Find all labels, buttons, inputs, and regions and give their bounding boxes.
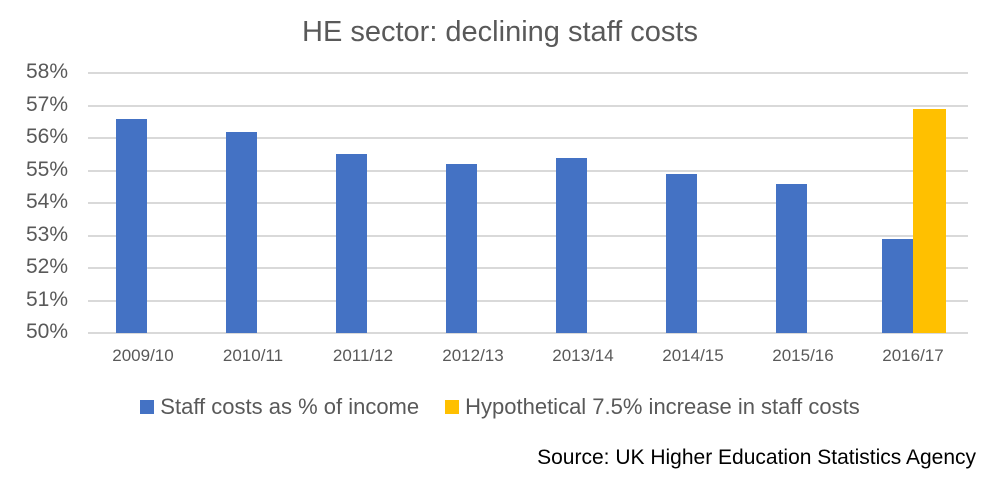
bar-staff-costs bbox=[665, 173, 697, 333]
source-note: Source: UK Higher Education Statistics A… bbox=[537, 446, 976, 469]
y-tick-label: 50% bbox=[25, 320, 68, 343]
legend-item-hypothetical: Hypothetical 7.5% increase in staff cost… bbox=[445, 394, 860, 420]
legend-label: Hypothetical 7.5% increase in staff cost… bbox=[465, 394, 860, 419]
legend-swatch-yellow bbox=[445, 400, 460, 414]
x-tick-label: 2016/17 bbox=[882, 346, 944, 365]
bar-staff-costs bbox=[555, 157, 587, 333]
legend-swatch-blue bbox=[140, 400, 155, 414]
bar-staff-costs bbox=[882, 238, 913, 333]
bar-staff-costs bbox=[115, 118, 147, 333]
y-tick-label: 55% bbox=[25, 157, 68, 181]
x-tick-label: 2009/10 bbox=[112, 346, 174, 365]
gridline bbox=[88, 267, 968, 269]
y-tick-label: 54% bbox=[25, 190, 68, 213]
gridline bbox=[88, 299, 968, 302]
bar-staff-costs bbox=[445, 164, 477, 333]
gridline bbox=[88, 332, 968, 334]
bar-staff-costs bbox=[775, 183, 807, 333]
x-tick-label: 2011/12 bbox=[332, 346, 394, 365]
x-tick-label: 2010/11 bbox=[222, 346, 284, 365]
gridline bbox=[88, 72, 968, 74]
gridline bbox=[88, 202, 968, 204]
gridline bbox=[88, 169, 968, 172]
y-tick-label: 58% bbox=[25, 60, 68, 83]
gridline bbox=[88, 234, 968, 237]
gridline bbox=[88, 137, 968, 139]
chart-title: HE sector: declining staff costs bbox=[302, 16, 698, 48]
gridline bbox=[88, 104, 968, 107]
y-tick-label: 56% bbox=[25, 125, 68, 148]
bar-hypothetical bbox=[913, 108, 946, 333]
y-tick-label: 57% bbox=[25, 92, 68, 116]
bar-staff-costs bbox=[225, 131, 257, 333]
legend: Staff costs as % of income Hypothetical … bbox=[0, 394, 1000, 420]
legend-label: Staff costs as % of income bbox=[160, 394, 420, 419]
y-tick-label: 51% bbox=[25, 287, 68, 311]
x-tick-label: 2012/13 bbox=[442, 346, 504, 365]
x-tick-label: 2014/15 bbox=[662, 346, 724, 365]
bar-staff-costs bbox=[335, 154, 367, 333]
y-tick-label: 53% bbox=[25, 222, 68, 246]
legend-item-staff-costs: Staff costs as % of income bbox=[140, 394, 419, 420]
x-tick-label: 2013/14 bbox=[552, 346, 614, 365]
y-tick-label: 52% bbox=[25, 255, 68, 278]
x-tick-label: 2015/16 bbox=[772, 346, 834, 365]
plot-area bbox=[88, 72, 968, 334]
